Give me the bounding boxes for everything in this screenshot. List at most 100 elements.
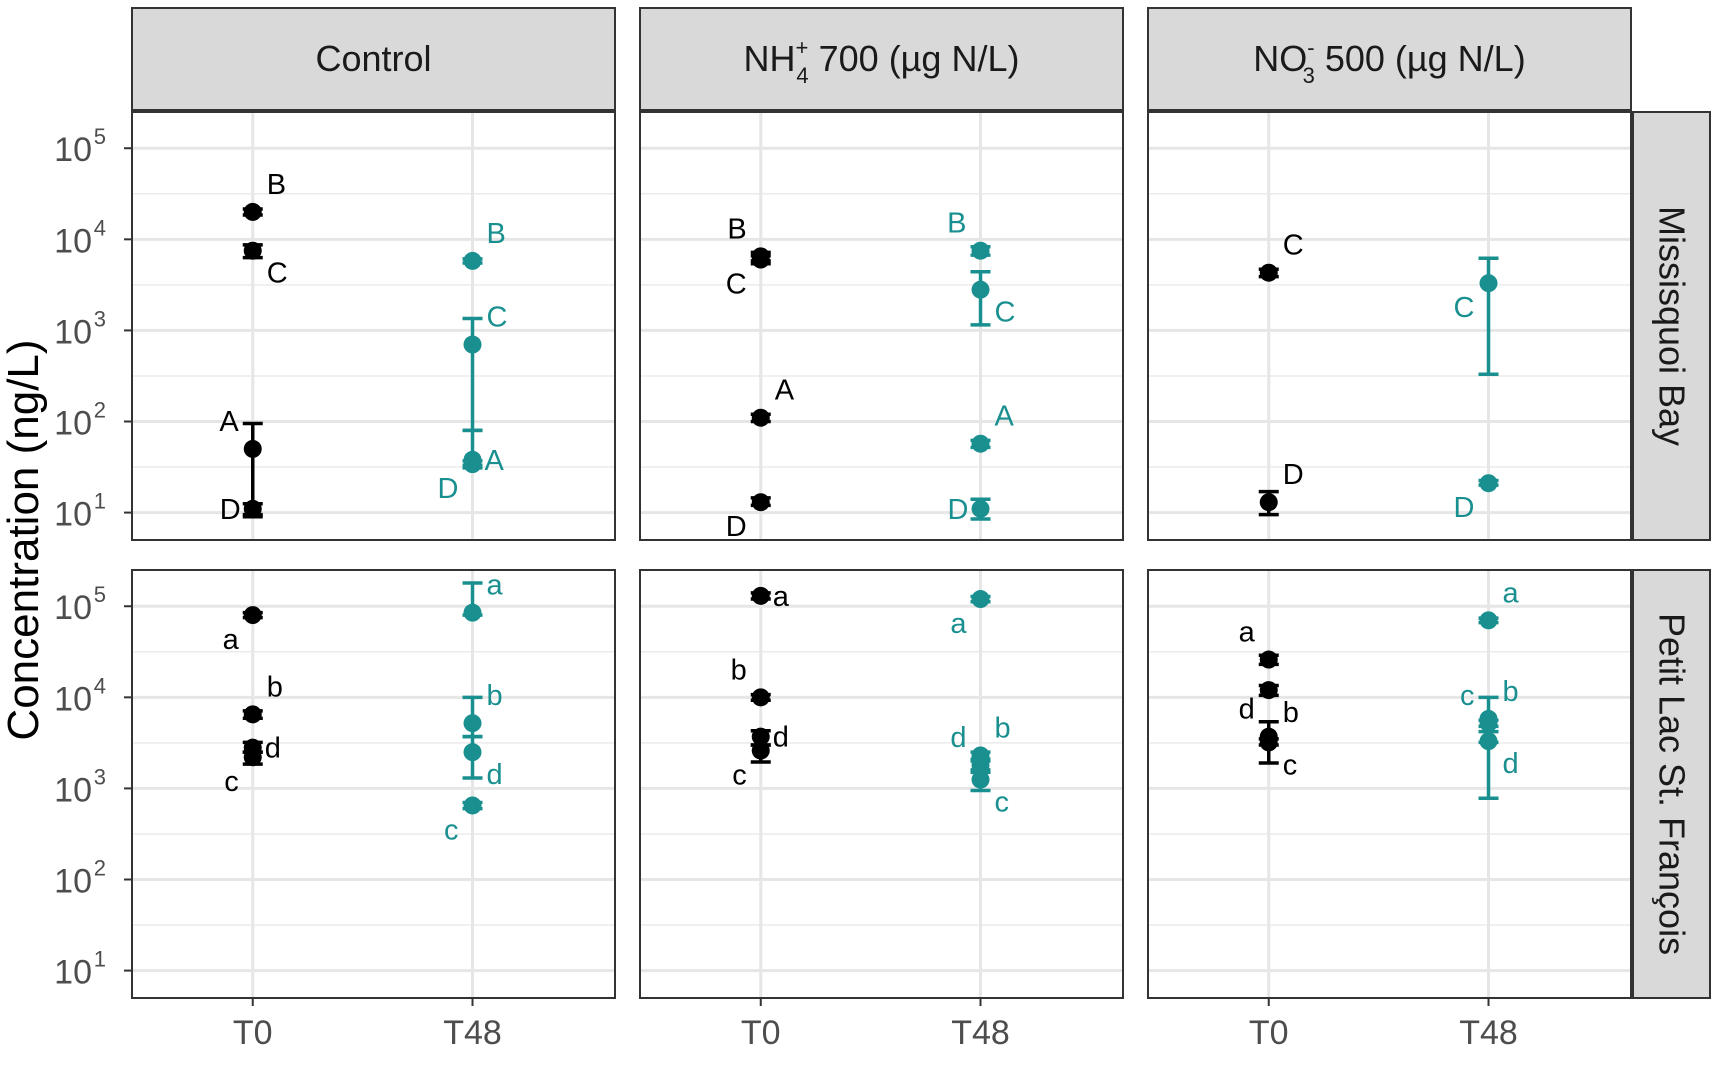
data-point-label: D <box>726 511 747 543</box>
y-tick-exponent: 4 <box>94 673 106 698</box>
data-point <box>463 251 482 270</box>
data-point-label: D <box>1454 492 1475 524</box>
data-point <box>1479 714 1498 733</box>
y-tick-label: 10 <box>54 496 92 534</box>
data-point-label: c <box>995 787 1010 819</box>
data-point <box>971 434 990 453</box>
data-point <box>751 688 770 707</box>
row-strip-label: Petit Lac St. François <box>1652 613 1693 955</box>
data-point-label: c <box>444 814 459 846</box>
grid-layer <box>132 112 1631 998</box>
data-point <box>463 335 482 354</box>
panel-border <box>1147 111 1632 541</box>
data-point <box>463 714 482 733</box>
data-point <box>1479 732 1498 751</box>
y-tick-label: 10 <box>54 222 92 260</box>
row-strip <box>1632 111 1711 541</box>
column-strip <box>131 7 616 111</box>
x-tick-label: T0 <box>741 1014 781 1052</box>
strip-layer: Control NH+ 4 700 (µg N/L) NO-3 500 (µg N/L… <box>131 7 1711 999</box>
axis-layer: 10 110 210 310 410 510 110 210 310 410 5T0 T48 T0 T48… <box>54 111 1632 1052</box>
panel-border <box>639 111 1124 541</box>
data-point-label: d <box>773 722 789 754</box>
data-point <box>243 606 262 625</box>
y-tick-exponent: 4 <box>94 215 106 240</box>
data-point-label: d <box>950 722 966 754</box>
row-strip <box>1632 569 1711 999</box>
data-point-label: C <box>487 302 508 334</box>
data-point-label: C <box>1454 292 1475 324</box>
y-tick-label: 10 <box>54 771 92 809</box>
y-axis-title: Concentration (ng/L) <box>0 339 48 740</box>
data-point-label: D <box>948 494 969 526</box>
data-point <box>243 499 262 518</box>
data-point <box>243 705 262 724</box>
data-point-label: c <box>224 766 239 798</box>
data-point-label: b <box>267 671 283 703</box>
data-point-label: C <box>995 297 1016 329</box>
column-strip <box>639 7 1124 111</box>
data-point-label: b <box>1283 697 1299 729</box>
data-point <box>243 439 262 458</box>
data-point-label: a <box>773 581 790 613</box>
x-tick-label: T48 <box>951 1014 1010 1052</box>
data-point-label: c <box>1283 749 1298 781</box>
data-point-label: b <box>1503 676 1519 708</box>
x-tick-label: T48 <box>1459 1014 1518 1052</box>
data-point-label: a <box>950 608 967 640</box>
x-tick-label: T0 <box>1249 1014 1289 1052</box>
data-point <box>751 408 770 427</box>
data-point <box>971 756 990 775</box>
y-tick-label: 10 <box>54 680 92 718</box>
data-point-label: c <box>1460 680 1475 712</box>
data-point-label: d <box>265 733 281 765</box>
data-point <box>751 250 770 269</box>
data-point <box>1259 650 1278 669</box>
data-point-label: d <box>1503 748 1519 780</box>
data-point <box>751 586 770 605</box>
data-point <box>751 741 770 760</box>
y-tick-label: 10 <box>54 404 92 442</box>
data-point <box>1259 493 1278 512</box>
y-tick-label: 10 <box>54 131 92 169</box>
data-point-label: B <box>947 208 966 240</box>
y-tick-label: 10 <box>54 313 92 351</box>
y-tick-exponent: 3 <box>94 764 106 789</box>
row-strip-label: Missisquoi Bay <box>1652 206 1693 446</box>
data-point-label: d <box>487 759 503 791</box>
data-point <box>971 499 990 518</box>
data-point <box>243 202 262 221</box>
data-point-label: A <box>485 445 505 477</box>
data-point <box>463 796 482 815</box>
marks-layer: BCADBCADBCADBCADCDCDabdcabdcabdcabdcabdc… <box>219 169 1519 847</box>
data-point-label: b <box>731 654 747 686</box>
y-tick-label: 10 <box>54 954 92 992</box>
data-point-label: A <box>219 406 239 438</box>
data-point-label: C <box>267 258 288 290</box>
data-point-label: d <box>1239 694 1255 726</box>
y-tick-exponent: 5 <box>94 582 106 607</box>
y-tick-exponent: 3 <box>94 306 106 331</box>
data-point <box>971 241 990 260</box>
data-point-label: D <box>1283 459 1304 491</box>
x-tick-label: T0 <box>233 1014 273 1052</box>
data-point-label: a <box>1239 617 1256 649</box>
column-strip <box>1147 7 1632 111</box>
data-point <box>1479 474 1498 493</box>
y-tick-exponent: 5 <box>94 124 106 149</box>
data-point <box>463 455 482 474</box>
column-strip-label: Control <box>315 38 431 79</box>
data-point-label: A <box>995 401 1015 433</box>
data-point-label: D <box>220 494 241 526</box>
data-point <box>1259 733 1278 752</box>
data-point <box>1259 263 1278 282</box>
data-point-label: C <box>726 269 747 301</box>
data-point <box>971 770 990 789</box>
panel-border <box>639 569 1124 999</box>
data-point <box>1479 274 1498 293</box>
data-point-label: c <box>732 760 747 792</box>
data-point-label: B <box>727 213 746 245</box>
data-point-label: D <box>438 473 459 505</box>
data-point <box>751 493 770 512</box>
